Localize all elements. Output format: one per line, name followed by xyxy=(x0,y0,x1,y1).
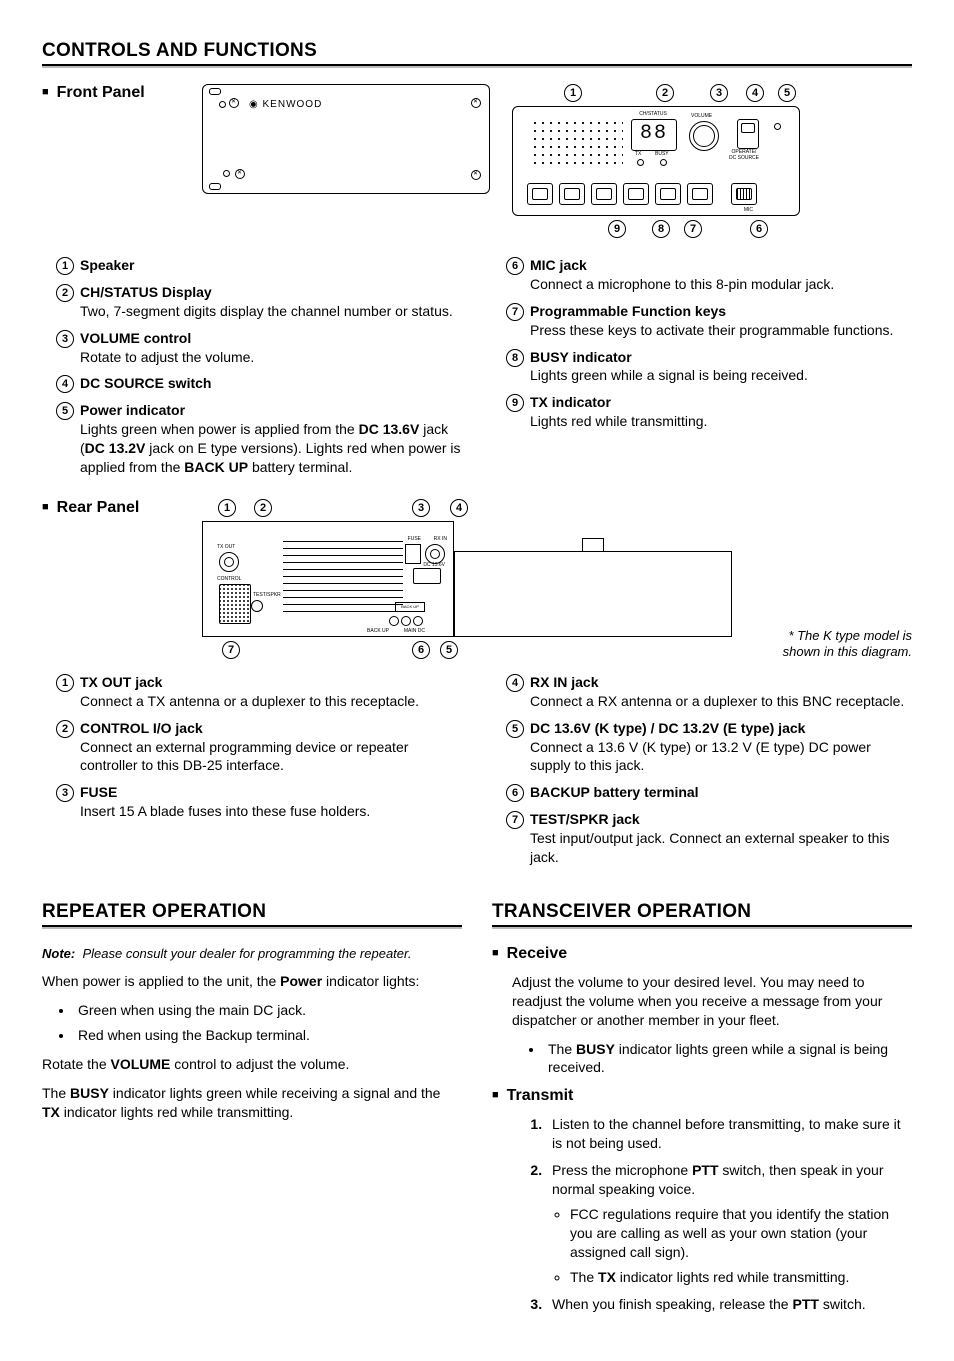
panel-item: 2CH/STATUS DisplayTwo, 7-segment digits … xyxy=(42,283,462,321)
rear-diagram-blank xyxy=(454,551,732,637)
front-panel-heading: Front Panel xyxy=(42,84,172,102)
front-diagram-right-wrap: 12345 CH/STATUS 88 TX BUSY VOLUME OPERAT… xyxy=(512,84,800,238)
list-item: The TX indicator lights red while transm… xyxy=(570,1268,912,1287)
front-items: 1Speaker 2CH/STATUS DisplayTwo, 7-segment… xyxy=(42,256,912,485)
repeater-section: REPEATER OPERATION Note: Please consult … xyxy=(42,901,462,1321)
front-panel-row: Front Panel ◉ KENWOOD 12345 CH/STATUS xyxy=(42,84,912,238)
panel-item: 7TEST/SPKR jackTest input/output jack. C… xyxy=(492,810,912,867)
transceiver-section: TRANSCEIVER OPERATION Receive Adjust the… xyxy=(492,901,912,1321)
title-rule xyxy=(42,64,912,68)
transmit-steps: Listen to the channel before transmittin… xyxy=(512,1115,912,1313)
test-spkr-jack-icon xyxy=(251,600,263,612)
kenwood-logo: ◉ KENWOOD xyxy=(249,99,322,110)
rxin-bnc-icon xyxy=(425,544,445,564)
front-callouts-bottom: 9876 xyxy=(512,220,800,238)
repeater-title: REPEATER OPERATION xyxy=(42,901,462,923)
panel-item: 6BACKUP battery terminal xyxy=(492,783,912,802)
step-item: When you finish speaking, release the PT… xyxy=(546,1295,912,1314)
rear-panel-heading: Rear Panel xyxy=(42,499,172,517)
panel-item: 5Power indicatorLights green when power … xyxy=(42,401,462,477)
rear-diagram-note: * The K type model is shown in this diag… xyxy=(783,628,912,659)
fuse-holder-icon xyxy=(405,544,421,564)
rear-diagram-wrap: 1234 TX OUT CONTROL TEST/SPKR FUSE RX IN… xyxy=(202,499,732,659)
rear-diagram-main: TX OUT CONTROL TEST/SPKR FUSE RX IN DC 1… xyxy=(202,521,454,637)
panel-item: 3FUSEInsert 15 A blade fuses into these … xyxy=(42,783,462,821)
repeater-p1: When power is applied to the unit, the P… xyxy=(42,972,462,991)
receive-bullet: The BUSY indicator lights green while a … xyxy=(512,1040,912,1078)
transmit-heading: Transmit xyxy=(492,1087,912,1105)
receive-text: Adjust the volume to your desired level.… xyxy=(512,973,912,1030)
repeater-note: Note: Please consult your dealer for pro… xyxy=(42,945,462,963)
front-diagram-left: ◉ KENWOOD xyxy=(202,84,490,194)
list-item: Red when using the Backup terminal. xyxy=(74,1026,462,1045)
transceiver-title: TRANSCEIVER OPERATION xyxy=(492,901,912,923)
panel-item: 6MIC jackConnect a microphone to this 8-… xyxy=(492,256,912,294)
mic-jack-icon xyxy=(731,183,757,205)
rear-panel-row: Rear Panel 1234 TX OUT CONTROL TEST/SPKR… xyxy=(42,499,912,659)
step-item: Press the microphone PTT switch, then sp… xyxy=(546,1161,912,1286)
terminal-icon xyxy=(389,616,423,626)
step-item: Listen to the channel before transmittin… xyxy=(546,1115,912,1153)
dc-source-switch-icon xyxy=(737,119,759,149)
front-diagram-right: CH/STATUS 88 TX BUSY VOLUME OPERATE/ DC … xyxy=(512,106,800,216)
list-item: FCC regulations require that you identif… xyxy=(570,1205,912,1262)
txout-bnc-icon xyxy=(219,552,239,572)
rear-callouts-top: 1234 xyxy=(202,499,732,517)
power-led-icon xyxy=(774,123,781,130)
panel-item: 9TX indicatorLights red while transmitti… xyxy=(492,393,912,431)
panel-item: 1Speaker xyxy=(42,256,462,275)
db25-icon xyxy=(219,584,251,624)
heatsink-vent-icon xyxy=(283,538,403,618)
panel-item: 3VOLUME controlRotate to adjust the volu… xyxy=(42,329,462,367)
front-callouts-top: 12345 xyxy=(512,84,800,102)
panel-item: 4DC SOURCE switch xyxy=(42,374,462,393)
rear-items: 1TX OUT jackConnect a TX antenna or a du… xyxy=(42,673,912,875)
dc-jack-icon xyxy=(413,568,441,584)
lower-sections: REPEATER OPERATION Note: Please consult … xyxy=(42,901,912,1321)
function-keys-icon xyxy=(527,183,713,205)
volume-knob-icon xyxy=(689,121,719,151)
repeater-bullets: Green when using the main DC jack. Red wh… xyxy=(42,1001,462,1045)
panel-item: 7Programmable Function keysPress these k… xyxy=(492,302,912,340)
receive-heading: Receive xyxy=(492,945,912,963)
repeater-p2: Rotate the VOLUME control to adjust the … xyxy=(42,1055,462,1074)
backup-label-icon: BACK UP xyxy=(395,602,425,612)
panel-item: 5DC 13.6V (K type) / DC 13.2V (E type) j… xyxy=(492,719,912,776)
controls-title: CONTROLS AND FUNCTIONS xyxy=(42,40,912,62)
panel-item: 2CONTROL I/O jackConnect an external pro… xyxy=(42,719,462,776)
channel-display: 88 xyxy=(631,119,677,151)
speaker-grille-icon xyxy=(531,119,623,169)
repeater-p3: The BUSY indicator lights green while re… xyxy=(42,1084,462,1122)
panel-item: 1TX OUT jackConnect a TX antenna or a du… xyxy=(42,673,462,711)
panel-item: 8BUSY indicatorLights green while a sign… xyxy=(492,348,912,386)
rear-callouts-bottom: 765 xyxy=(202,641,732,659)
list-item: Green when using the main DC jack. xyxy=(74,1001,462,1020)
panel-item: 4RX IN jackConnect a RX antenna or a dup… xyxy=(492,673,912,711)
